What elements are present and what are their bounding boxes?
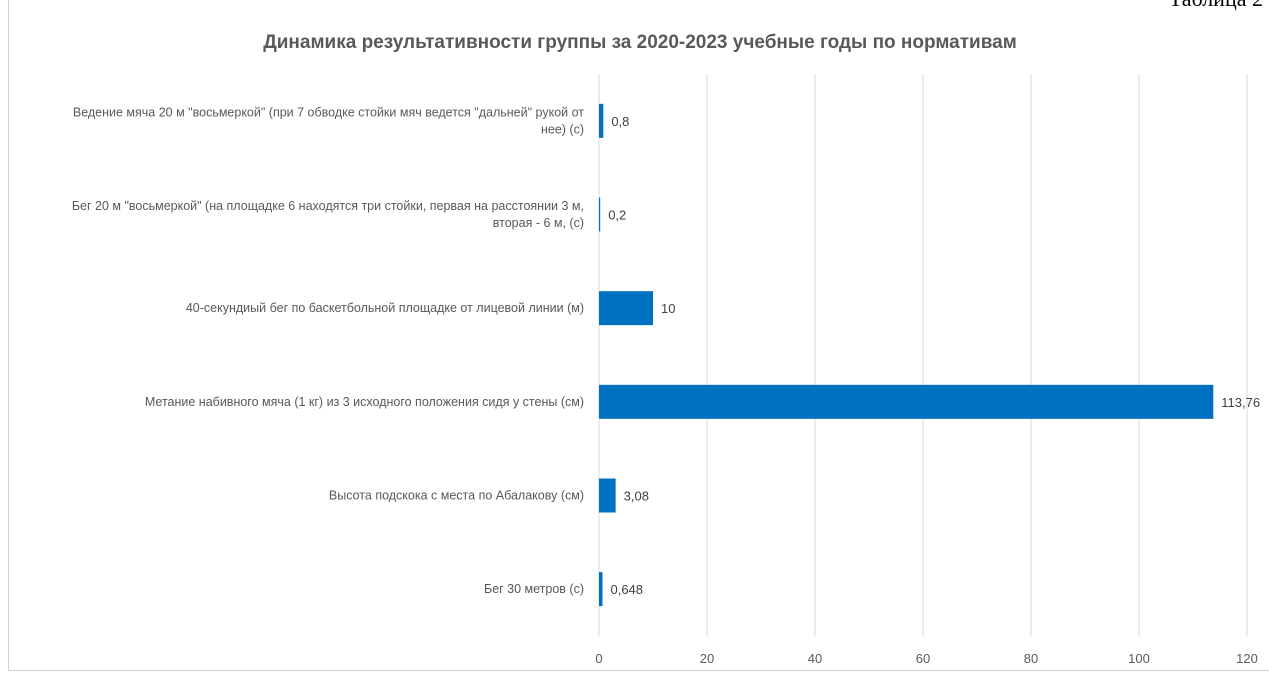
data-label: 113,76 [1221, 395, 1260, 410]
bars [599, 103, 1214, 607]
category-label: Бег 30 метров (с) [484, 582, 584, 596]
category-labels: Ведение мяча 20 м "восьмеркой" (при 7 об… [72, 105, 584, 596]
bar [599, 384, 1214, 419]
table-caption: Таблица 2 [1169, 0, 1263, 12]
x-tick-label: 80 [1024, 651, 1038, 666]
bar [599, 197, 601, 232]
category-label: 40-секундиый бег по баскетбольной площад… [186, 301, 584, 315]
chart-title: Динамика результативности группы за 2020… [263, 32, 1017, 53]
bar [599, 291, 653, 326]
x-tick-label: 20 [700, 651, 714, 666]
data-label: 0,648 [610, 582, 643, 597]
x-tick-label: 100 [1128, 651, 1150, 666]
data-label: 3,08 [624, 489, 649, 504]
data-label: 0,8 [611, 114, 629, 129]
gridlines [598, 74, 1248, 636]
category-label: Ведение мяча 20 м "восьмеркой" (при 7 об… [73, 105, 584, 119]
x-tick-label: 120 [1236, 651, 1258, 666]
bar [599, 103, 604, 138]
data-label: 10 [661, 301, 675, 316]
category-label: Метание набивного мяча (1 кг) из 3 исход… [145, 395, 584, 409]
category-label: Высота подскока с места по Абалакову (см… [329, 489, 584, 503]
category-label: Бег 20 м "восьмеркой" (на площадке 6 нах… [72, 199, 584, 213]
category-label: вторая - 6 м, (с) [493, 216, 584, 230]
x-axis-ticks: 0 20 40 60 80 100 120 [595, 651, 1257, 666]
bar [599, 572, 603, 607]
chart-frame [8, 0, 1269, 671]
data-label: 0,2 [608, 208, 626, 223]
x-tick-label: 40 [808, 651, 822, 666]
bar [599, 478, 616, 513]
x-tick-label: 60 [916, 651, 930, 666]
category-label: нее) (с) [541, 122, 584, 136]
x-tick-label: 0 [595, 651, 602, 666]
data-labels: 0,8 0,2 10 113,76 3,08 0,648 [608, 114, 1260, 597]
